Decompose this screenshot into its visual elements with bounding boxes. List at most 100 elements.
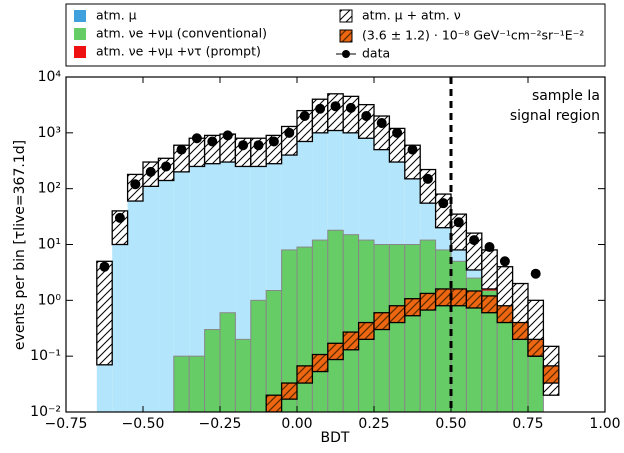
data-point — [376, 118, 387, 129]
x-tick-label: 1.00 — [589, 416, 620, 432]
total-band — [327, 93, 344, 132]
conventional-bar — [219, 312, 236, 412]
signal-band — [311, 353, 329, 373]
x-tick-label: 0.25 — [358, 416, 389, 432]
signal-band — [280, 382, 298, 400]
conventional-bar — [435, 249, 452, 412]
data-point — [161, 161, 172, 172]
y-tick-label: 10² — [38, 181, 61, 197]
data-point — [315, 103, 326, 114]
data-point — [299, 111, 310, 122]
legend-swatch — [74, 46, 86, 58]
data-point — [407, 144, 418, 155]
atm-mu-bar — [173, 158, 190, 412]
signal-band — [327, 342, 344, 361]
conventional-bar — [173, 355, 190, 412]
total-band — [342, 95, 360, 134]
legend-label: atm. νe +νμ (conventional) — [96, 26, 267, 41]
conventional-bar — [404, 244, 421, 412]
data-point — [284, 127, 295, 138]
data-point — [268, 136, 279, 147]
legend-label: data — [362, 46, 390, 61]
x-axis-label: BDT — [321, 430, 350, 446]
data-point — [453, 217, 464, 228]
conventional-bar — [342, 234, 360, 412]
legend-swatch — [339, 9, 353, 23]
conventional-bar — [327, 229, 344, 412]
conventional-bar — [311, 239, 329, 412]
conventional-bar — [296, 246, 313, 412]
data-point — [238, 140, 249, 151]
conventional-bar — [265, 290, 283, 412]
x-tick-label: −0.75 — [45, 416, 88, 432]
x-tick-label: −0.25 — [199, 416, 242, 432]
conventional-bar — [527, 355, 544, 412]
data-point — [222, 130, 233, 141]
annotation: sample Ia — [532, 88, 600, 104]
signal-band — [419, 292, 437, 311]
atm-mu-bar — [158, 169, 174, 412]
signal-band — [465, 290, 483, 309]
y-axis-label: events per bin [τlive=367.1d] — [12, 140, 28, 350]
conventional-bar — [450, 260, 467, 412]
legend-label: atm. μ + atm. ν — [362, 8, 461, 23]
signal-band — [357, 321, 375, 341]
total-band — [357, 103, 375, 139]
data-point — [99, 261, 110, 272]
y-tick-label: 10⁰ — [38, 292, 62, 308]
total-band — [96, 260, 113, 366]
legend-swatch — [342, 50, 350, 58]
legend-swatch — [74, 28, 86, 40]
data-point — [176, 144, 187, 155]
signal-band — [450, 288, 468, 307]
data-point — [438, 198, 449, 209]
data-point — [422, 173, 433, 184]
conventional-bar — [188, 355, 206, 412]
y-tick-label: 10⁻² — [30, 404, 61, 420]
signal-band — [527, 338, 545, 357]
atm-mu-bar — [143, 174, 159, 412]
signal-band — [404, 298, 421, 317]
signal-band — [265, 394, 283, 412]
data-point — [361, 111, 372, 122]
y-tick-label: 10⁴ — [38, 69, 62, 85]
signal-band — [481, 295, 498, 314]
data-point — [145, 166, 156, 177]
legend-label: atm. μ — [96, 8, 137, 23]
data-point — [253, 140, 264, 151]
atm-mu-bar — [189, 152, 205, 412]
y-tick-label: 10¹ — [38, 237, 61, 253]
conventional-bar — [388, 244, 406, 412]
y-tick-label: 10⁻¹ — [30, 348, 61, 364]
total-band — [496, 266, 514, 310]
legend-box — [65, 3, 606, 67]
conventional-bar — [204, 329, 221, 412]
signal-band — [496, 305, 514, 324]
y-tick-label: 10³ — [38, 125, 61, 141]
conventional-bar — [419, 239, 437, 412]
legend-swatch — [339, 29, 353, 43]
atm-mu-bar — [112, 227, 128, 412]
x-tick-label: 0.75 — [512, 416, 543, 432]
x-tick-label: 0.50 — [435, 416, 466, 432]
signal-band — [342, 331, 360, 351]
data-point — [530, 268, 541, 279]
signal-band — [511, 321, 529, 341]
signal-band — [388, 305, 406, 324]
legend-swatch — [74, 10, 86, 22]
signal-band — [296, 365, 314, 384]
data-point — [207, 136, 218, 147]
signal-band — [373, 312, 391, 331]
data-point — [484, 242, 495, 253]
conventional-bar — [250, 299, 267, 412]
legend-label: atm. νe +νμ +ντ (prompt) — [96, 44, 261, 59]
data-point — [345, 102, 356, 113]
total-band — [481, 249, 498, 290]
signal-band — [434, 288, 452, 307]
data-point — [114, 212, 125, 223]
legend-label: (3.6 ± 1.2) · 10⁻⁸ GeV⁻¹cm⁻²sr⁻¹E⁻² — [362, 28, 584, 43]
data-point — [191, 133, 202, 144]
data-point — [469, 235, 480, 246]
data-point — [330, 101, 341, 112]
